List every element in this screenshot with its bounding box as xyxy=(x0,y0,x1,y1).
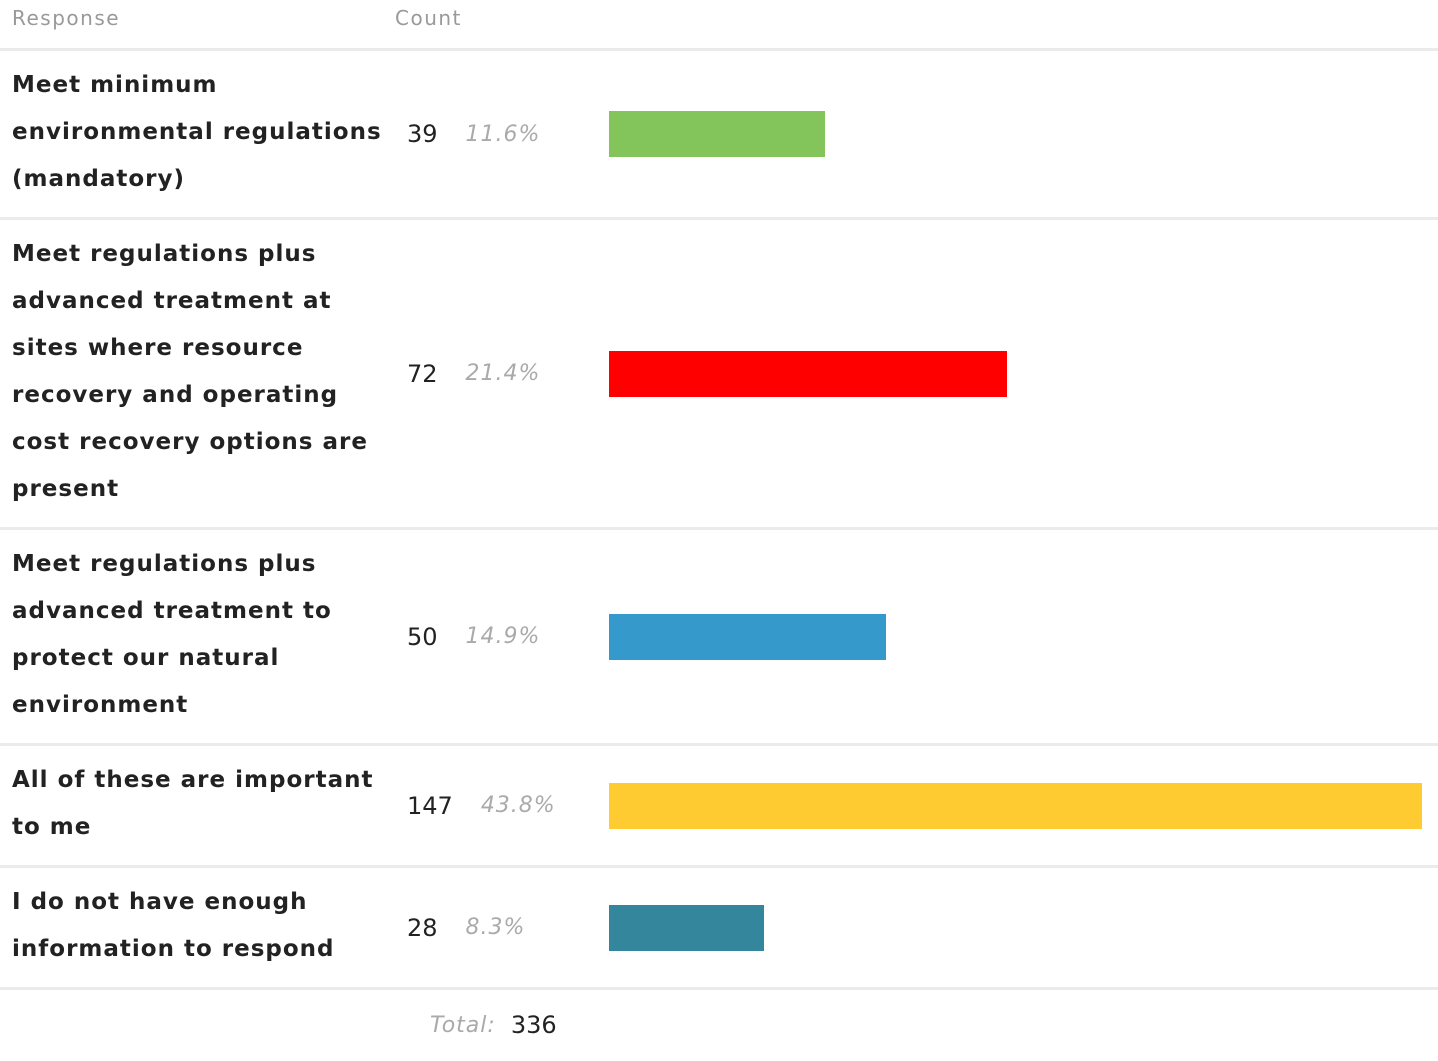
response-row: All of these are important to me 147 43.8% xyxy=(0,746,1438,868)
header-response: Response xyxy=(12,6,121,30)
response-label: Meet regulations plus advanced treatment… xyxy=(12,551,332,718)
count-cell: 39 11.6% xyxy=(395,120,609,148)
response-row: Meet regulations plus advanced treatment… xyxy=(0,220,1438,530)
count-cell: 147 43.8% xyxy=(395,792,609,820)
count-cell: 50 14.9% xyxy=(395,623,609,651)
response-label: I do not have enough information to resp… xyxy=(12,889,335,962)
total-value: 336 xyxy=(510,1011,557,1039)
rows: Meet minimum environmental regulations (… xyxy=(0,51,1438,990)
header-row: Response Count xyxy=(0,0,1438,51)
percent: 21.4% xyxy=(465,361,541,386)
count: 72 xyxy=(407,359,438,388)
count: 28 xyxy=(407,913,438,942)
percent: 14.9% xyxy=(465,624,541,649)
count: 50 xyxy=(407,622,438,651)
total-label: Total: xyxy=(430,1012,496,1038)
bar xyxy=(609,111,825,157)
header-count: Count xyxy=(395,6,462,30)
count: 39 xyxy=(407,120,438,148)
response-label: Meet minimum environmental regulations (… xyxy=(12,72,382,192)
percent: 11.6% xyxy=(465,121,541,147)
total-row: Total: 336 xyxy=(0,990,1438,1060)
response-row: I do not have enough information to resp… xyxy=(0,868,1438,990)
bar xyxy=(609,350,1008,397)
bar xyxy=(609,613,886,660)
response-row: Meet regulations plus advanced treatment… xyxy=(0,530,1438,746)
percent: 8.3% xyxy=(465,915,526,940)
response-label: Meet regulations plus advanced treatment… xyxy=(12,241,368,502)
percent: 43.8% xyxy=(480,793,556,818)
count: 147 xyxy=(407,791,453,820)
count-cell: 72 21.4% xyxy=(395,360,609,388)
bar xyxy=(609,904,764,951)
response-label: All of these are important to me xyxy=(12,767,374,840)
response-row: Meet minimum environmental regulations (… xyxy=(0,51,1438,220)
count-cell: 28 8.3% xyxy=(395,914,609,942)
bar xyxy=(609,782,1422,829)
